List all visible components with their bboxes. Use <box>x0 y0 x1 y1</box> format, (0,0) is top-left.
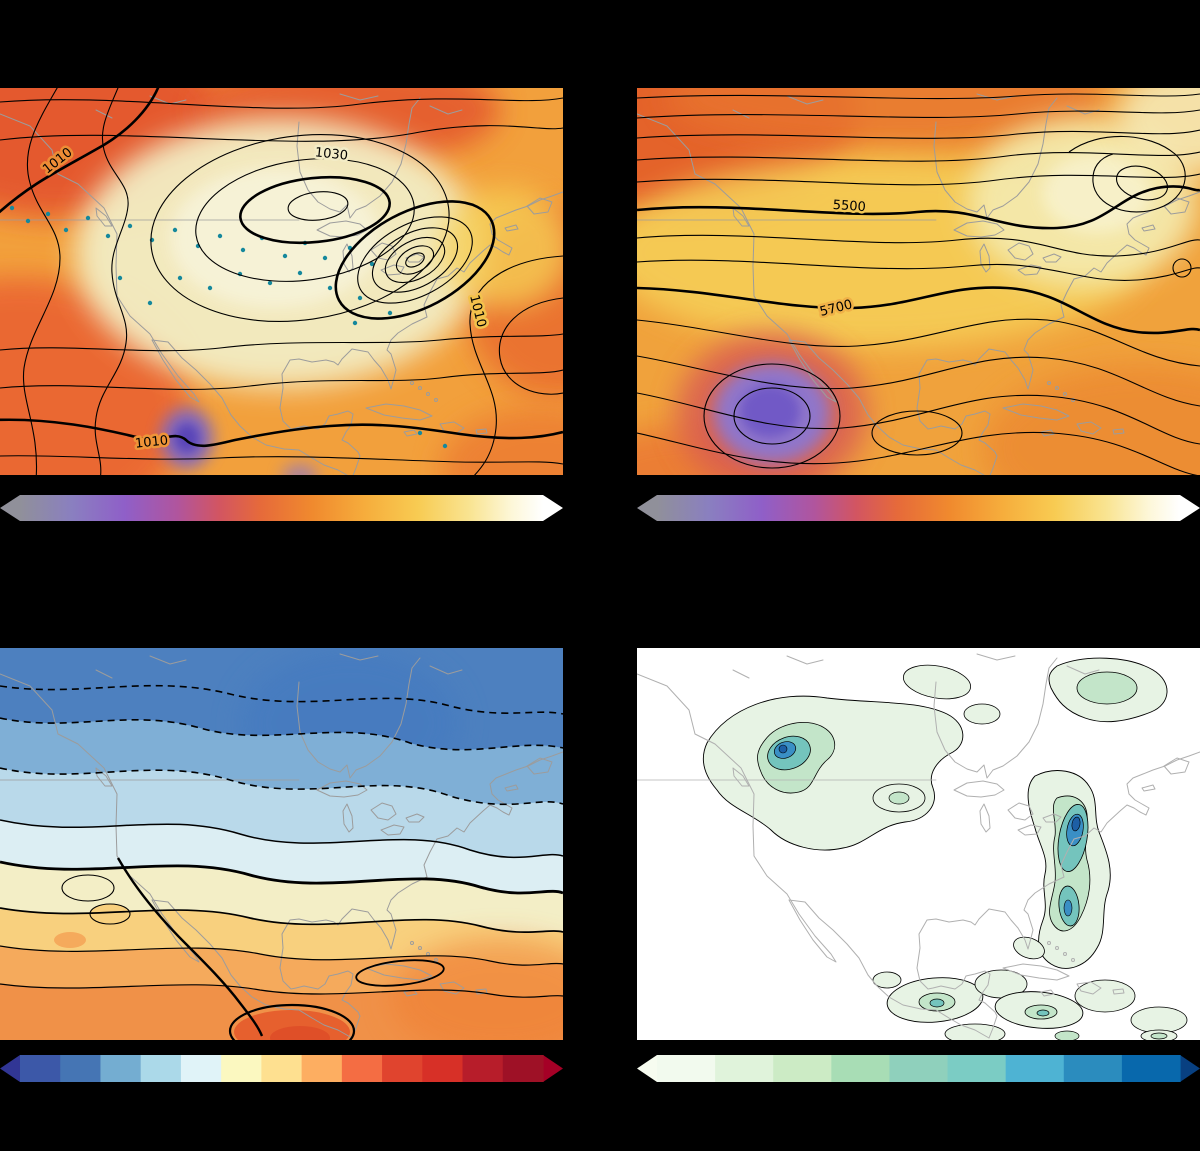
map-panel-top-left: 1010 1030 1010 1010 <box>0 88 563 475</box>
colorbar-bottom-left <box>0 1055 563 1082</box>
filled-field <box>0 648 563 1040</box>
map-panel-top-right: 5500 5700 <box>637 88 1200 475</box>
contour-label: 1010 <box>134 433 168 451</box>
colorbar-top-right <box>637 495 1200 521</box>
colorbar-bottom-right <box>637 1055 1200 1082</box>
contour-label: 5500 <box>832 198 866 215</box>
precip-cells <box>703 657 1188 1040</box>
map-panel-bottom-left <box>0 648 563 1040</box>
map-panel-bottom-right <box>637 648 1200 1040</box>
contour-lines <box>0 684 563 1040</box>
contour-lines <box>637 93 1200 475</box>
filled-field <box>637 88 1200 475</box>
colorbar-top-left <box>0 495 563 521</box>
contour-lines <box>0 88 563 475</box>
contour-label: 1030 <box>314 145 348 163</box>
